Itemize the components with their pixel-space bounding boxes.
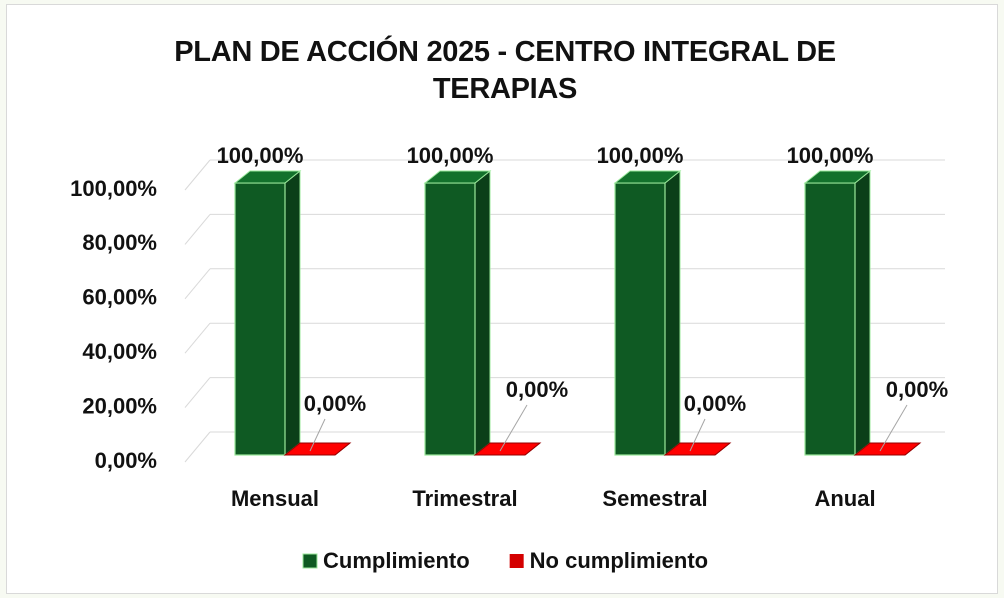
grid-side: [184, 431, 211, 463]
bar-side: [474, 169, 491, 457]
bar-top: [853, 442, 922, 456]
grid-side: [184, 322, 211, 354]
data-label: 0,00%: [684, 391, 746, 416]
data-label: 0,00%: [506, 377, 568, 402]
x-tick-label: Mensual: [231, 486, 319, 511]
bar: [424, 182, 476, 456]
bar-side: [854, 169, 871, 457]
x-tick-label: Semestral: [602, 486, 707, 511]
y-tick-label: 40,00%: [82, 339, 157, 364]
data-label: 100,00%: [597, 143, 684, 168]
data-label: 0,00%: [886, 377, 948, 402]
y-tick-label: 60,00%: [82, 285, 157, 310]
bar-top: [233, 170, 302, 184]
bar-top: [473, 442, 542, 456]
legend-label: Cumplimiento: [323, 548, 470, 573]
legend-swatch: [509, 554, 524, 568]
bar-top: [663, 442, 732, 456]
bar-top: [423, 170, 492, 184]
y-tick-label: 80,00%: [82, 230, 157, 255]
leader-line: [879, 404, 908, 452]
bar-side: [284, 169, 301, 457]
grid-side: [184, 214, 211, 245]
y-tick-label: 0,00%: [95, 448, 157, 473]
leader-line: [309, 418, 326, 452]
leader-line: [689, 418, 706, 452]
chart-title: PLAN DE ACCIÓN 2025 - CENTRO INTEGRAL DE…: [174, 36, 836, 105]
bar-top: [613, 170, 682, 184]
x-tick-label: Anual: [814, 486, 875, 511]
bar: [804, 182, 856, 456]
bar-top: [283, 442, 352, 456]
data-label: 0,00%: [304, 391, 366, 416]
data-label: 100,00%: [407, 143, 494, 168]
leader-line: [499, 404, 528, 452]
y-tick-label: 20,00%: [82, 393, 157, 418]
grid-side: [184, 377, 211, 408]
data-label: 100,00%: [787, 143, 874, 168]
grid-side: [184, 268, 211, 300]
legend-label: No cumplimiento: [530, 548, 708, 573]
bar: [234, 182, 286, 456]
bar: [614, 182, 666, 456]
y-tick-label: 100,00%: [70, 176, 157, 201]
grid-side: [184, 159, 211, 191]
bar-side: [664, 169, 681, 457]
data-label: 100,00%: [217, 143, 304, 168]
x-tick-label: Trimestral: [412, 486, 517, 511]
bar-top: [803, 170, 872, 184]
legend-swatch: [302, 553, 318, 569]
